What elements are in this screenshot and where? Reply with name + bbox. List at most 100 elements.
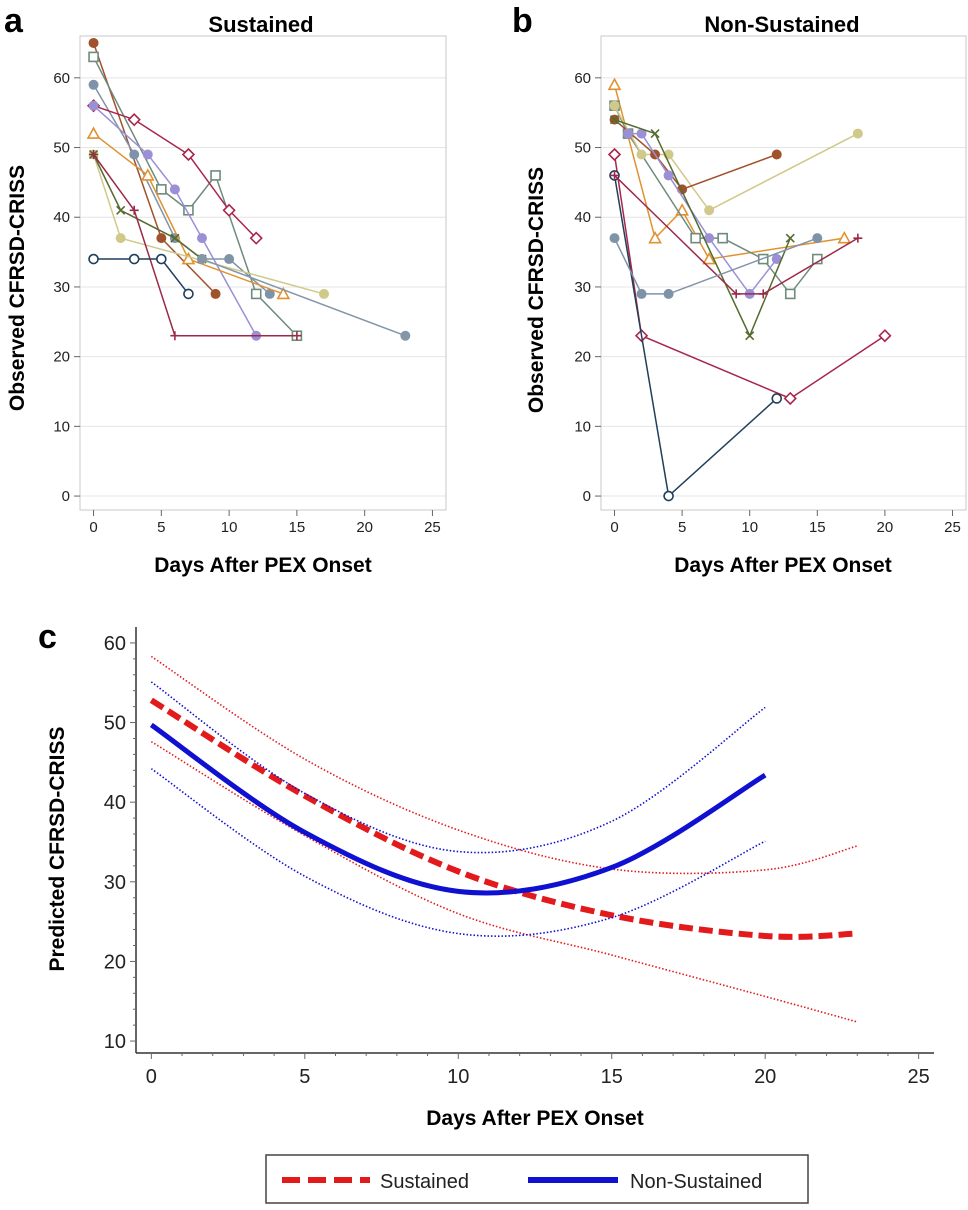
panel-c-curve-non-sustained-lower-ci [150,768,766,937]
panel-a-series-s6 [86,126,291,300]
panel-a-y-tick-label: 30 [53,279,70,296]
panel-b-marker-N3-4 [852,128,863,139]
panel-b-x-axis-label: Days After PEX Onset [674,554,891,577]
panel-a-marker-S10-2 [156,253,167,265]
panel-a-y-tick-label: 0 [62,488,70,505]
panel-b-marker-N7-0 [607,147,622,162]
panel-b-series-n6 [609,115,795,341]
panel-a-series-s11 [197,254,411,341]
panel-b-y-ticks: 0 10 20 30 40 50 60 [574,70,601,505]
panel-a-y-tick-label: 40 [53,209,70,226]
panel-a-line-S2 [92,56,298,337]
panel-a-marker-S4-4 [249,231,263,245]
panel-c-x-tick-label: 15 [601,1066,623,1088]
panel-b-marker-N10-0 [609,233,620,244]
panel-a-frame [79,35,447,511]
panel-a-line-S11 [201,258,406,337]
panel-a-series-s1 [88,37,221,299]
panel-a-axes [79,35,447,511]
panel-c-y-tick-label: 50 [104,713,126,735]
panel-a-marker-S2-1 [156,184,167,195]
panel-b-line-N10 [613,237,818,295]
panel-b-x-tick-label: 15 [809,519,826,536]
panel-a-marker-S5-0 [88,100,99,111]
panel-c-y-tick-label: 20 [104,951,126,973]
panel-a-line-S9 [92,154,297,337]
panel-b-series-n7 [607,147,892,406]
panel-a-marker-S3-1 [129,149,140,160]
panel-a-line-S8 [92,154,203,260]
panel-a-marker-S2-0 [88,51,99,63]
panel-b-marker-N1-1 [648,230,662,244]
panel-a-x-tick-label: 25 [424,519,441,536]
panel-a-marker-S6-0 [86,126,101,139]
panel-b-marker-N10-1 [636,288,647,299]
panel-a-marker-S1-0 [88,37,99,48]
panel-a-marker-S10-0 [88,253,99,265]
panel-a-marker-S8-1 [116,205,126,215]
panel-b-y-tick-label: 10 [574,418,591,435]
panel-b-title: Non-Sustained [704,12,859,37]
panel-b-x-tick-label: 5 [678,519,686,536]
panel-b-marker-N2-2 [690,232,701,244]
panel-c-x-tick-label: 20 [754,1066,776,1088]
panel-b-marker-N8-2 [771,393,783,404]
panel-b-marker-N6-1 [650,129,660,139]
panel-b-series-n10 [609,233,823,299]
panel-b-x-ticks: 0 5 10 15 20 25 [610,510,961,536]
panel-c-series-non-sustained [149,722,767,896]
panel-b-series-n3 [609,100,863,216]
panel-b-marker-N6-2 [745,331,755,341]
panel-c-y-tick-label: 30 [104,872,126,894]
panel-b-y-tick-label: 60 [574,70,591,87]
panel-b-marker-N3-0 [609,100,620,111]
panel-b-marker-N6-0 [609,115,620,125]
legend: Sustained Non-Sustained [265,1154,809,1204]
panel-b-marker-N10-3 [812,233,823,244]
panel-c-y-axis-label: Predicted CFRSD-CRISS [46,726,69,971]
panel-a-y-tick-label: 50 [53,140,70,157]
panel-b-marker-N3-3 [704,205,715,216]
panel-c-x-tick-label: 10 [447,1066,469,1088]
panel-c-axes [135,627,934,1054]
panel-b-marker-N7-3 [878,329,892,343]
panel-a-marker-S3-0 [88,79,99,90]
panel-a-marker-S10-3 [183,288,194,300]
panel-b-marker-N10-2 [663,288,674,299]
panel-b-marker-N8-1 [663,490,674,502]
panel-a-marker-S1-2 [210,288,221,299]
panel-a-marker-S3-4 [224,254,235,265]
panel-a-marker-S11-0 [197,254,207,265]
panel-b-y-tick-label: 0 [583,488,591,505]
panel-b-series-n9 [610,170,863,299]
panel-b-marker-N5-2 [663,170,674,181]
panel-c-curve-non-sustained-upper-ci [150,681,766,854]
panel-c-y-ticks: 10 20 30 40 50 60 [104,633,136,1053]
panel-a-marker-S6-2 [181,251,196,265]
panel-a-marker-S1-1 [156,233,167,244]
panel-a-marker-S10-1 [128,253,140,265]
panel-c-curve-non-sustained [149,722,767,896]
panel-b-marker-N9-2 [758,289,768,299]
panel-b-marker-N5-0 [623,128,634,139]
panel-b-marker-N9-0 [610,170,620,180]
panel-a-chart: 0 10 20 30 40 50 60 0 5 10 15 20 25 Days After PEX … [6,35,447,577]
panel-c-y-tick-label: 40 [104,792,126,814]
panel-a-series [86,37,411,342]
panel-b-x-tick-label: 20 [877,519,894,536]
panel-b-line-N7 [613,154,886,400]
legend-sustained-label: Sustained [380,1171,469,1193]
panel-c-letter: c [38,618,57,656]
panel-c-series [149,655,858,1023]
panel-b-gridlines [601,77,966,497]
panel-b-y-tick-label: 40 [574,209,591,226]
panel-a-marker-S2-3 [210,170,221,181]
panel-a-marker-S9-1 [129,205,139,215]
panel-a-series-s7 [88,149,329,299]
panel-b-marker-N1-2 [675,203,689,216]
panel-a-y-tick-label: 20 [53,349,70,366]
panel-a-marker-S7-2 [319,288,329,299]
panel-c-x-tick-label: 0 [146,1066,157,1088]
panel-a-marker-S9-3 [292,331,302,341]
